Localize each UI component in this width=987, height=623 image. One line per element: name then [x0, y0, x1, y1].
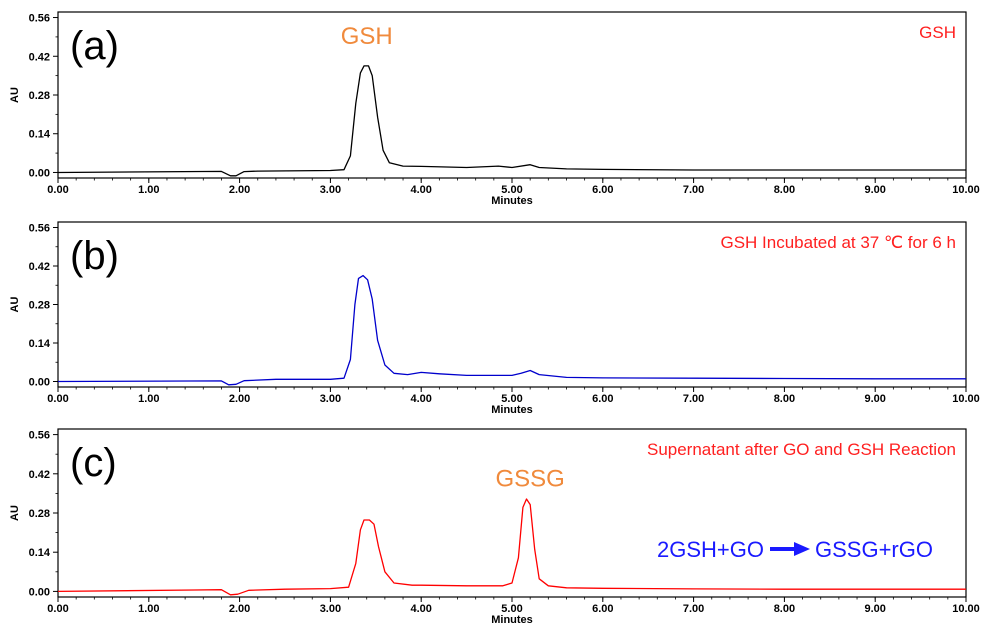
x-tick-label: 7.00	[683, 184, 704, 196]
y-tick-label: 0.14	[29, 547, 51, 559]
x-tick-label: 8.00	[774, 184, 795, 196]
y-tick-label: 0.42	[29, 261, 50, 273]
x-tick-label: 2.00	[229, 184, 250, 196]
plot-frame	[57, 11, 967, 179]
y-axis-title: AU	[9, 505, 21, 521]
x-tick-label: 7.00	[683, 393, 704, 405]
y-tick-label: 0.28	[29, 300, 50, 312]
panel-label: (b)	[70, 234, 119, 278]
y-tick-label: 0.00	[29, 377, 50, 389]
x-axis-title: Minutes	[491, 404, 533, 416]
y-tick-label: 0.28	[29, 508, 50, 520]
y-tick-label: 0.42	[29, 51, 50, 63]
x-tick-label: 0.00	[47, 184, 68, 196]
x-tick-label: 10.00	[952, 184, 980, 196]
x-tick-label: 5.00	[501, 393, 522, 405]
x-tick-label: 3.00	[320, 393, 341, 405]
x-tick-label: 10.00	[952, 393, 980, 405]
panel-label: (a)	[70, 24, 119, 68]
x-tick-label: 1.00	[138, 393, 159, 405]
x-tick-label: 9.00	[864, 184, 885, 196]
x-tick-label: 6.00	[592, 603, 613, 615]
chromatogram-trace	[57, 65, 966, 177]
sample-label: GSH	[919, 23, 956, 42]
equation-reactants: 2GSH+GO	[657, 537, 764, 562]
y-tick-label: 0.56	[29, 223, 50, 235]
y-tick-label: 0.14	[29, 129, 51, 141]
x-tick-label: 4.00	[410, 603, 431, 615]
x-tick-label: 2.00	[229, 393, 250, 405]
x-tick-label: 0.00	[47, 393, 68, 405]
x-tick-label: 2.00	[229, 603, 250, 615]
x-axis-title: Minutes	[491, 614, 533, 623]
x-tick-label: 9.00	[864, 603, 885, 615]
reaction-arrow-head	[794, 542, 810, 556]
y-tick-label: 0.14	[29, 338, 51, 350]
x-tick-label: 1.00	[138, 184, 159, 196]
chromatogram-trace	[57, 274, 966, 386]
x-tick-label: 3.00	[320, 184, 341, 196]
panel-label: (c)	[70, 441, 117, 485]
x-tick-label: 10.00	[952, 603, 980, 615]
y-tick-label: 0.28	[29, 90, 50, 102]
x-axis-title: Minutes	[491, 195, 533, 207]
x-tick-label: 8.00	[774, 393, 795, 405]
sample-label: Supernatant after GO and GSH Reaction	[647, 440, 956, 459]
x-tick-label: 5.00	[501, 603, 522, 615]
x-tick-label: 1.00	[138, 603, 159, 615]
x-tick-label: 4.00	[410, 393, 431, 405]
x-tick-label: 0.00	[47, 603, 68, 615]
y-tick-label: 0.56	[29, 13, 50, 25]
x-tick-label: 8.00	[774, 603, 795, 615]
x-tick-label: 3.00	[320, 603, 341, 615]
y-tick-label: 0.56	[29, 430, 50, 442]
sample-label: GSH Incubated at 37 ℃ for 6 h	[720, 233, 956, 252]
x-tick-label: 7.00	[683, 603, 704, 615]
y-tick-label: 0.42	[29, 469, 50, 481]
x-tick-label: 5.00	[501, 184, 522, 196]
y-axis-title: AU	[9, 87, 21, 103]
x-tick-label: 6.00	[592, 393, 613, 405]
x-tick-label: 4.00	[410, 184, 431, 196]
peak-label: GSSG	[495, 465, 564, 492]
x-tick-label: 6.00	[592, 184, 613, 196]
y-axis-title: AU	[9, 297, 21, 313]
equation-products: GSSG+rGO	[815, 537, 933, 562]
y-tick-label: 0.00	[29, 586, 50, 598]
x-tick-label: 9.00	[864, 393, 885, 405]
peak-label: GSH	[341, 23, 393, 50]
y-tick-label: 0.00	[29, 167, 50, 179]
chromatogram-trace	[57, 498, 966, 596]
